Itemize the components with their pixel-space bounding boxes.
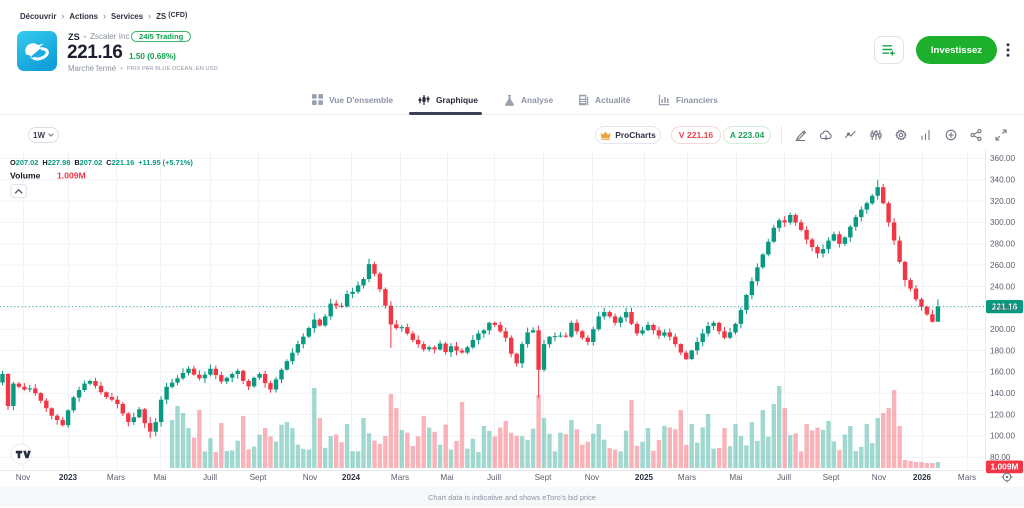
svg-text:Nov: Nov bbox=[16, 473, 31, 482]
svg-text:260.00: 260.00 bbox=[990, 261, 1015, 270]
svg-text:2025: 2025 bbox=[635, 473, 654, 482]
svg-text:Juill: Juill bbox=[487, 473, 501, 482]
svg-text:Mai: Mai bbox=[729, 473, 742, 482]
svg-text:240.00: 240.00 bbox=[990, 282, 1015, 291]
svg-text:2023: 2023 bbox=[59, 473, 78, 482]
svg-text:Juill: Juill bbox=[777, 473, 791, 482]
svg-text:Mars: Mars bbox=[958, 473, 976, 482]
svg-text:Nov: Nov bbox=[303, 473, 318, 482]
svg-text:200.00: 200.00 bbox=[990, 325, 1015, 334]
svg-text:280.00: 280.00 bbox=[990, 240, 1015, 249]
svg-text:Nov: Nov bbox=[585, 473, 600, 482]
svg-text:320.00: 320.00 bbox=[990, 197, 1015, 206]
svg-text:Mars: Mars bbox=[391, 473, 409, 482]
svg-text:160.00: 160.00 bbox=[990, 368, 1015, 377]
svg-text:Sept: Sept bbox=[823, 473, 841, 482]
svg-text:220.00: 220.00 bbox=[990, 304, 1015, 313]
svg-text:Juill: Juill bbox=[203, 473, 217, 482]
svg-text:Nov: Nov bbox=[872, 473, 887, 482]
svg-text:120.00: 120.00 bbox=[990, 410, 1015, 419]
svg-text:180.00: 180.00 bbox=[990, 346, 1015, 355]
svg-text:140.00: 140.00 bbox=[990, 389, 1015, 398]
svg-text:Mai: Mai bbox=[153, 473, 166, 482]
svg-text:340.00: 340.00 bbox=[990, 176, 1015, 185]
svg-text:80.00: 80.00 bbox=[990, 453, 1011, 462]
svg-text:2026: 2026 bbox=[913, 473, 932, 482]
svg-text:Sept: Sept bbox=[535, 473, 553, 482]
svg-text:Mars: Mars bbox=[678, 473, 696, 482]
svg-text:2024: 2024 bbox=[342, 473, 361, 482]
svg-text:Sept: Sept bbox=[250, 473, 268, 482]
svg-text:Volume: Volume bbox=[10, 171, 41, 181]
svg-text:1.009M: 1.009M bbox=[57, 171, 86, 181]
svg-text:360.00: 360.00 bbox=[990, 154, 1015, 163]
svg-text:1.009M: 1.009M bbox=[991, 462, 1019, 472]
svg-text:300.00: 300.00 bbox=[990, 218, 1015, 227]
svg-text:221.16: 221.16 bbox=[992, 302, 1018, 312]
svg-text:100.00: 100.00 bbox=[990, 432, 1015, 441]
svg-text:Mai: Mai bbox=[440, 473, 453, 482]
svg-text:Mars: Mars bbox=[107, 473, 125, 482]
